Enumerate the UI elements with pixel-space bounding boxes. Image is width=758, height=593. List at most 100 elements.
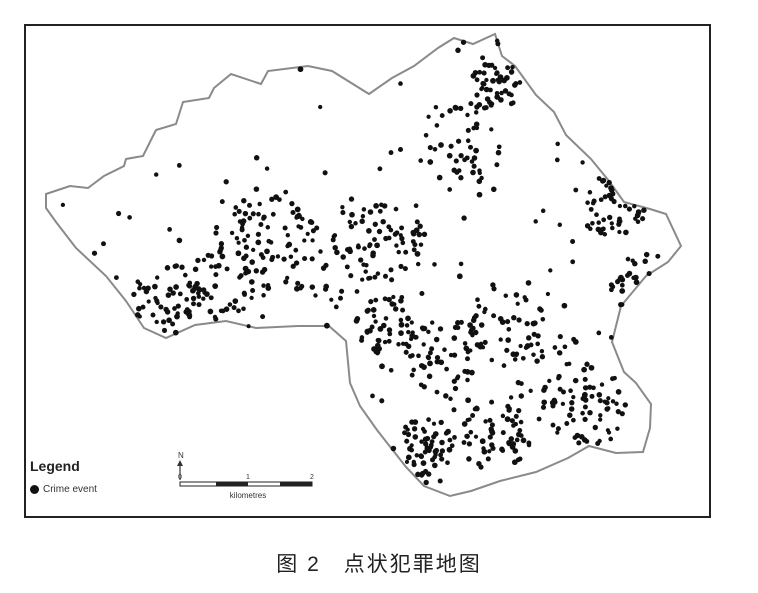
crime-event-point [484, 96, 491, 102]
crime-event-point [437, 478, 443, 484]
crime-event-point [403, 349, 409, 355]
crime-event-point [506, 91, 512, 97]
crime-event-point [525, 335, 532, 341]
crime-event-point [297, 66, 304, 73]
crime-event-point [640, 216, 646, 222]
crime-event-point [610, 399, 616, 404]
crime-event-point [596, 392, 603, 398]
crime-event-point [590, 200, 596, 206]
crime-event-point [609, 287, 614, 293]
crime-event-point [564, 421, 570, 426]
crime-event-point [432, 147, 438, 152]
crime-event-point [398, 81, 403, 86]
crime-event-point [257, 201, 262, 207]
crime-event-point [606, 179, 612, 186]
crime-event-point [503, 293, 509, 298]
crime-event-point [408, 353, 413, 359]
crime-event-point [269, 196, 275, 202]
crime-event-point [383, 235, 389, 242]
crime-event-point [545, 291, 551, 297]
crime-event-point [361, 207, 367, 212]
crime-event-point [596, 176, 602, 181]
crime-event-point [434, 123, 440, 128]
crime-event-point [258, 222, 264, 227]
crime-event-point [422, 436, 429, 442]
crime-event-point [235, 250, 242, 257]
crime-event-point [617, 275, 623, 282]
crime-event-point [237, 275, 242, 280]
crime-event-point [481, 70, 487, 76]
crime-event-point [256, 211, 261, 217]
crime-event-point [394, 243, 399, 248]
crime-event-point [339, 288, 345, 294]
crime-event-point [568, 406, 575, 412]
crime-event-point [155, 275, 160, 280]
crime-event-point [255, 239, 262, 246]
crime-event-point [438, 452, 444, 458]
crime-event-point [436, 174, 443, 181]
crime-event-point [622, 402, 628, 408]
crime-event-point [270, 211, 276, 217]
crime-event-point [419, 439, 424, 444]
crime-event-point [372, 237, 377, 242]
crime-event-point [600, 177, 607, 184]
crime-event-point [473, 434, 479, 439]
crime-event-point [404, 323, 410, 328]
crime-event-point [414, 453, 419, 458]
crime-event-point [398, 330, 404, 336]
crime-event-point [346, 246, 353, 252]
crime-event-dot-icon [30, 485, 39, 494]
crime-event-point [154, 172, 159, 177]
crime-event-point [465, 417, 470, 423]
crime-event-point [623, 229, 629, 236]
crime-event-point [439, 439, 445, 446]
crime-event-point [443, 393, 449, 399]
crime-event-point [455, 138, 462, 144]
crime-event-point [619, 288, 626, 294]
crime-event-point [602, 232, 608, 237]
crime-event-point [253, 268, 259, 274]
crime-event-point [302, 238, 307, 243]
crime-event-point [388, 367, 394, 373]
crime-event-point [359, 337, 365, 343]
crime-event-point [195, 257, 201, 264]
crime-event-point [512, 357, 518, 362]
crime-event-point [374, 242, 380, 249]
crime-event-point [218, 247, 224, 253]
crime-event-point [406, 343, 412, 349]
crime-event-point [348, 196, 355, 202]
crime-event-point [374, 342, 381, 349]
crime-event-point [242, 237, 247, 243]
crime-event-point [406, 329, 411, 335]
crime-event-point [370, 252, 376, 259]
crime-event-point [470, 333, 475, 338]
crime-event-point [487, 417, 493, 423]
crime-event-point [515, 301, 520, 306]
crime-event-point [499, 446, 505, 453]
crime-event-point [509, 444, 516, 450]
crime-event-point [418, 453, 424, 459]
crime-event-point [309, 284, 316, 290]
crime-event-point [610, 225, 615, 231]
crime-event-point [372, 221, 378, 227]
crime-event-point [323, 262, 329, 268]
crime-event-point [495, 149, 502, 156]
crime-event-point [196, 302, 202, 308]
crime-event-point [557, 222, 563, 228]
crime-event-point [456, 273, 463, 280]
crime-event-point [370, 307, 377, 313]
crime-event-point [245, 233, 251, 239]
crime-event-point [580, 410, 585, 416]
crime-event-point [449, 443, 455, 449]
crime-event-point [305, 231, 310, 237]
crime-event-point [277, 197, 282, 202]
crime-event-point [617, 229, 622, 235]
figure-caption: 图 2 点状犯罪地图 [276, 553, 482, 576]
crime-event-point [264, 248, 270, 255]
crime-event-point [643, 251, 650, 258]
crime-event-point [379, 363, 385, 370]
crime-event-point [207, 308, 214, 315]
crime-event-point [508, 101, 514, 107]
crime-event-point [636, 210, 642, 216]
crime-event-point [250, 287, 256, 294]
